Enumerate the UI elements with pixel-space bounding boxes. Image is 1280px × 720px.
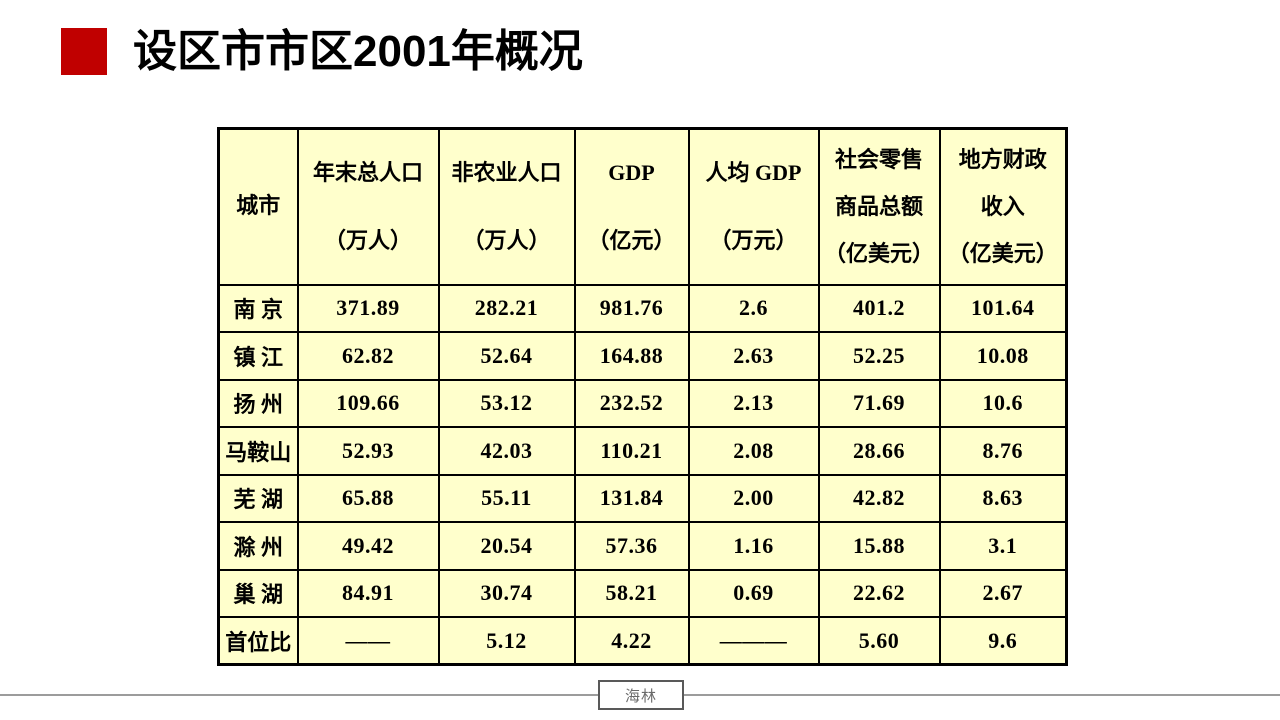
value-cell: 0.69 — [687, 568, 820, 618]
value-cell: 401.2 — [817, 283, 941, 333]
city-name-cell: 首位比 — [217, 616, 299, 666]
value-cell: 49.42 — [296, 521, 440, 571]
value-cell: 57.36 — [573, 521, 690, 571]
value-cell: 52.64 — [437, 331, 576, 381]
value-cell: —— — [296, 616, 440, 666]
value-cell: 65.88 — [296, 473, 440, 523]
col-header-nonagricultural-population: 非农业人口 （万人） — [437, 127, 576, 286]
value-cell: 4.22 — [573, 616, 690, 666]
value-cell: 2.00 — [687, 473, 820, 523]
page-title: 设区市市区2001年概况 — [133, 27, 583, 76]
city-name-cell: 南 京 — [217, 283, 299, 333]
city-name-cell: 马鞍山 — [217, 426, 299, 476]
value-cell: 2.67 — [938, 568, 1068, 618]
city-stats-table: 城市 年末总人口 （万人） 非农业人口 （万人） GDP （亿元） 人均 GDP… — [217, 127, 1068, 666]
value-cell: 981.76 — [573, 283, 690, 333]
col-header-gdp-per-capita: 人均 GDP （万元） — [687, 127, 820, 286]
title-block: 设区市市区2001年概况 — [61, 28, 583, 75]
value-cell: 22.62 — [817, 568, 941, 618]
value-cell: 371.89 — [296, 283, 440, 333]
value-cell: 2.08 — [687, 426, 820, 476]
value-cell: 20.54 — [437, 521, 576, 571]
table-row-wuhu: 芜 湖 65.88 55.11 131.84 2.00 42.82 8.63 — [217, 473, 1068, 523]
footer-author-box: 海林 — [598, 680, 684, 710]
footer-author-label: 海林 — [624, 687, 657, 705]
col-header-fiscal-revenue: 地方财政 收入 （亿美元） — [938, 127, 1068, 286]
col-header-city: 城市 — [217, 127, 299, 286]
value-cell: 1.16 — [687, 521, 820, 571]
value-cell: 71.69 — [817, 378, 941, 428]
value-cell: 3.1 — [938, 521, 1068, 571]
table-row-nanjing: 南 京 371.89 282.21 981.76 2.6 401.2 101.6… — [217, 283, 1068, 333]
value-cell: 2.6 — [687, 283, 820, 333]
city-name-cell: 镇 江 — [217, 331, 299, 381]
value-cell: 52.93 — [296, 426, 440, 476]
value-cell: 101.64 — [938, 283, 1068, 333]
value-cell: 110.21 — [573, 426, 690, 476]
value-cell: 28.66 — [817, 426, 941, 476]
city-name-cell: 滁 州 — [217, 521, 299, 571]
value-cell: 2.13 — [687, 378, 820, 428]
value-cell: 52.25 — [817, 331, 941, 381]
value-cell: 2.63 — [687, 331, 820, 381]
table-row-maanshan: 马鞍山 52.93 42.03 110.21 2.08 28.66 8.76 — [217, 426, 1068, 476]
value-cell: 30.74 — [437, 568, 576, 618]
value-cell: 282.21 — [437, 283, 576, 333]
value-cell: 62.82 — [296, 331, 440, 381]
title-accent-square — [61, 28, 107, 75]
table-row-yangzhou: 扬 州 109.66 53.12 232.52 2.13 71.69 10.6 — [217, 378, 1068, 428]
value-cell: 8.63 — [938, 473, 1068, 523]
value-cell: 10.08 — [938, 331, 1068, 381]
table-row-zhenjiang: 镇 江 62.82 52.64 164.88 2.63 52.25 10.08 — [217, 331, 1068, 381]
value-cell: 84.91 — [296, 568, 440, 618]
col-header-gdp: GDP （亿元） — [573, 127, 690, 286]
city-name-cell: 巢 湖 — [217, 568, 299, 618]
value-cell: ——— — [687, 616, 820, 666]
value-cell: 5.60 — [817, 616, 941, 666]
value-cell: 109.66 — [296, 378, 440, 428]
value-cell: 53.12 — [437, 378, 576, 428]
city-name-cell: 扬 州 — [217, 378, 299, 428]
value-cell: 58.21 — [573, 568, 690, 618]
value-cell: 9.6 — [938, 616, 1068, 666]
value-cell: 5.12 — [437, 616, 576, 666]
value-cell: 10.6 — [938, 378, 1068, 428]
col-header-total-population: 年末总人口 （万人） — [296, 127, 440, 286]
table-row-chaohu: 巢 湖 84.91 30.74 58.21 0.69 22.62 2.67 — [217, 568, 1068, 618]
table-row-chuzhou: 滁 州 49.42 20.54 57.36 1.16 15.88 3.1 — [217, 521, 1068, 571]
value-cell: 164.88 — [573, 331, 690, 381]
value-cell: 8.76 — [938, 426, 1068, 476]
value-cell: 55.11 — [437, 473, 576, 523]
col-header-retail-sales: 社会零售 商品总额 （亿美元） — [817, 127, 941, 286]
value-cell: 15.88 — [817, 521, 941, 571]
value-cell: 42.03 — [437, 426, 576, 476]
value-cell: 42.82 — [817, 473, 941, 523]
table-header-row: 城市 年末总人口 （万人） 非农业人口 （万人） GDP （亿元） 人均 GDP… — [217, 127, 1068, 286]
value-cell: 232.52 — [573, 378, 690, 428]
value-cell: 131.84 — [573, 473, 690, 523]
city-name-cell: 芜 湖 — [217, 473, 299, 523]
table-row-primacy-ratio: 首位比 —— 5.12 4.22 ——— 5.60 9.6 — [217, 616, 1068, 666]
